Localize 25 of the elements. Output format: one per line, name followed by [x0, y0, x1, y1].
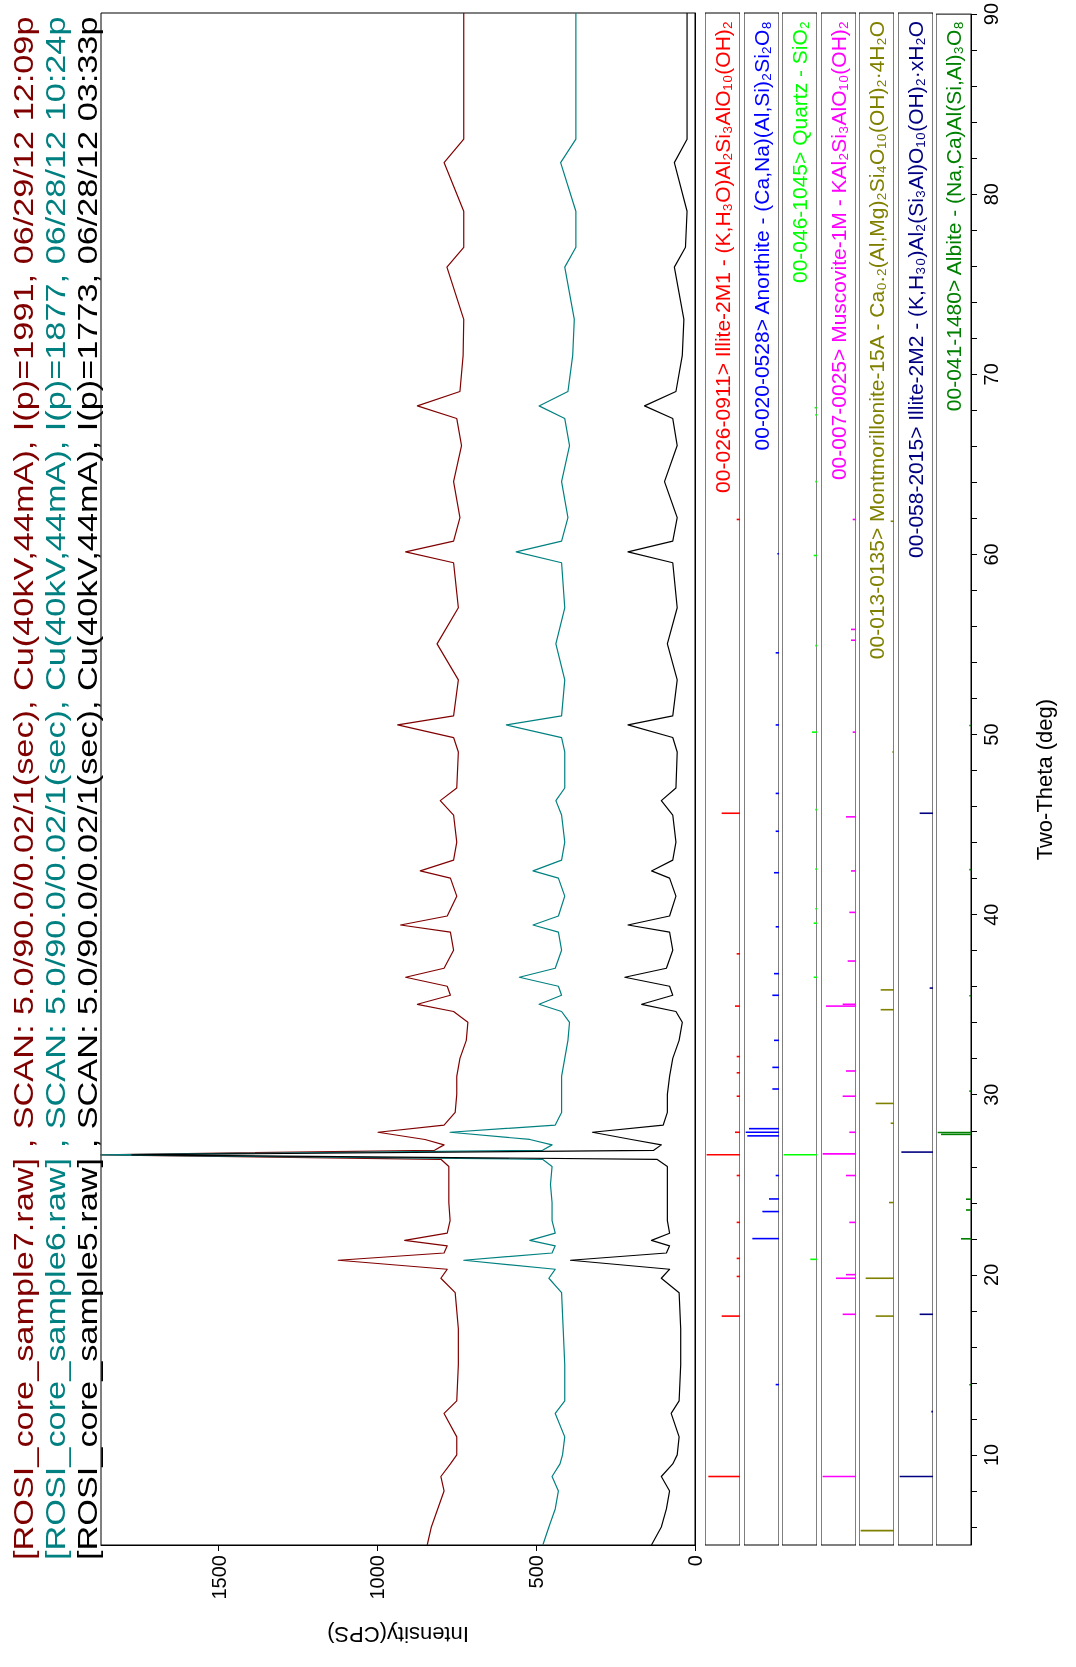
x-tick-label: 1500	[207, 1555, 230, 1600]
text: 00-046-1045> Quartz - SiO₂	[788, 21, 811, 284]
y-tick-label: 80	[980, 183, 1002, 206]
text: 00-020-0528> Anorthite - (Ca,Na)(Al,Si)₂Si₂O₈	[749, 21, 773, 451]
y-tick-label: 40	[980, 903, 1002, 926]
x-tick-label: 500	[525, 1555, 548, 1589]
text: 00-026-0911> Illite-2M1 - (K,H₃O)Al₂Si₃AlO₁₀(OH)₂	[711, 21, 734, 493]
x-axis-title: Intensity(CPS)	[327, 1621, 469, 1647]
text: [ROSI_core_sample7.raw] , SCAN: 5.0/90.0/0.02/1(sec), Cu(40kV,44mA), I(p)=1991, 06/29/12 12:09p	[8, 16, 40, 1560]
y-tick-label: 20	[980, 1263, 1002, 1286]
y-axis-title: Two-Theta (deg)	[1031, 698, 1057, 861]
y-tick-label: 10	[980, 1443, 1002, 1467]
text: [ROSI_core_sample6.raw] , SCAN: 5.0/90.0/0.02/1(sec), Cu(40kV,44mA), I(p)=1877, 06/28/12 10:24p	[40, 16, 72, 1560]
y-tick-label: 70	[980, 363, 1002, 386]
x-tick-label: 0	[684, 1555, 706, 1567]
text: [ROSI_core_sample5.raw] , SCAN: 5.0/90.0/0.02/1(sec), Cu(40kV,44mA), I(p)=1773, 06/28/12 03:33p	[72, 16, 104, 1560]
y-tick-label: 90	[980, 3, 1002, 26]
x-tick-label: 1000	[366, 1555, 389, 1600]
y-tick-label: 30	[980, 1083, 1002, 1106]
text: 00-007-0025> Muscovite-1M - KAl₂Si₃AlO₁₀(OH)₂	[826, 21, 850, 481]
text: 00-058-2015> Illite-2M2 - (K,H₃₀)Al₂(Si₃Al)O₁₀(OH)₂·xH₂O	[903, 21, 927, 558]
text: 00-041-1480> Albite - (Na,Ca)Al(Si,Al)₃O₈	[942, 21, 965, 412]
y-tick-label: 60	[980, 543, 1002, 566]
y-tick-label: 50	[980, 723, 1002, 746]
text: 00-013-0135> Montmorillonite-15A - Ca₀.₂(Al,Mg)₂Si₄O₁₀(OH)₂·4H₂O	[865, 21, 888, 660]
